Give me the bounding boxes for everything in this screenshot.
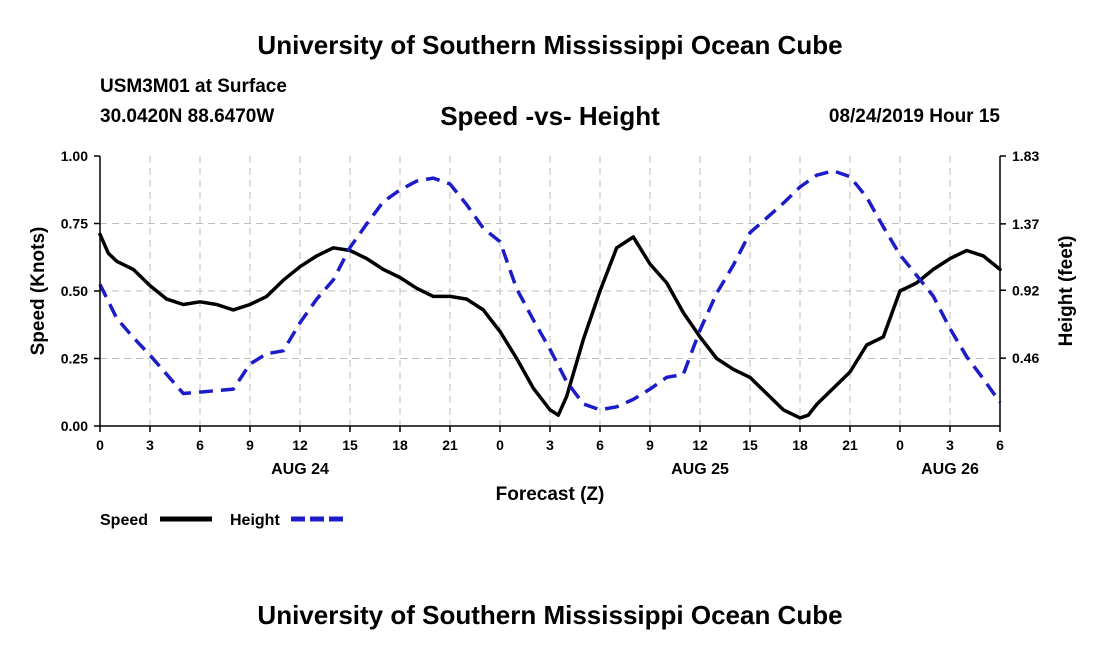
height-series-line	[98, 169, 1002, 412]
date-label: AUG 24	[271, 461, 329, 478]
x-tick-label: 21	[842, 437, 858, 453]
x-tick-label: 21	[442, 437, 458, 453]
timestamp-label: 08/24/2019 Hour 15	[828, 106, 1000, 127]
x-tick-label: 0	[96, 437, 104, 453]
x-tick-label: 6	[196, 437, 204, 453]
y-tick-label: 1.00	[61, 148, 88, 164]
y-tick-label: 0.75	[61, 216, 88, 232]
date-label: AUG 25	[671, 461, 729, 478]
y2-tick-label: 0.46	[1012, 350, 1039, 366]
date-label: AUG 26	[921, 461, 979, 478]
x-tick-label: 3	[146, 437, 154, 453]
x-axis-title: Forecast (Z)	[496, 484, 605, 505]
axis-labels: 0 3 6 9 12 15 18 21 0 3 6 9 12 15 18 21 0 3 6 AUG 24 AUG 25 A…	[28, 148, 1077, 505]
x-tick-label: 3	[946, 437, 954, 453]
y-tick-label: 0.25	[61, 351, 88, 367]
y-axis-title: Speed (Knots)	[28, 227, 49, 356]
x-tick-label: 18	[392, 437, 408, 453]
x-tick-label: 9	[246, 437, 254, 453]
grid-lines	[100, 156, 1000, 426]
x-tick-label: 15	[342, 437, 358, 453]
speed-series-line	[98, 232, 1002, 420]
chart-title: Speed -vs- Height	[440, 101, 660, 131]
x-tick-label: 12	[692, 437, 708, 453]
y2-tick-label: 0.92	[1012, 282, 1039, 298]
axes	[94, 155, 1006, 432]
footer-title: University of Southern Mississippi Ocean…	[257, 600, 843, 630]
coordinates-label: 30.0420N 88.6470W	[100, 106, 275, 127]
legend: Speed Height	[100, 512, 343, 529]
series-lines	[98, 169, 1002, 420]
x-tick-label: 3	[546, 437, 554, 453]
x-tick-label: 12	[292, 437, 308, 453]
y-tick-label: 0.50	[61, 283, 88, 299]
page-title: University of Southern Mississippi Ocean…	[257, 30, 843, 60]
x-tick-label: 0	[896, 437, 904, 453]
x-tick-label: 0	[496, 437, 504, 453]
y2-tick-label: 1.83	[1012, 148, 1039, 164]
legend-label-speed: Speed	[100, 512, 148, 529]
x-tick-label: 18	[792, 437, 808, 453]
y-tick-label: 0.00	[61, 418, 88, 434]
y2-axis-title: Height (feet)	[1056, 236, 1077, 347]
station-label: USM3M01 at Surface	[100, 76, 287, 97]
x-tick-label: 9	[646, 437, 654, 453]
legend-label-height: Height	[230, 512, 280, 529]
y2-tick-label: 1.37	[1012, 216, 1039, 232]
x-tick-label: 15	[742, 437, 758, 453]
x-tick-label: 6	[596, 437, 604, 453]
x-tick-label: 6	[996, 437, 1004, 453]
